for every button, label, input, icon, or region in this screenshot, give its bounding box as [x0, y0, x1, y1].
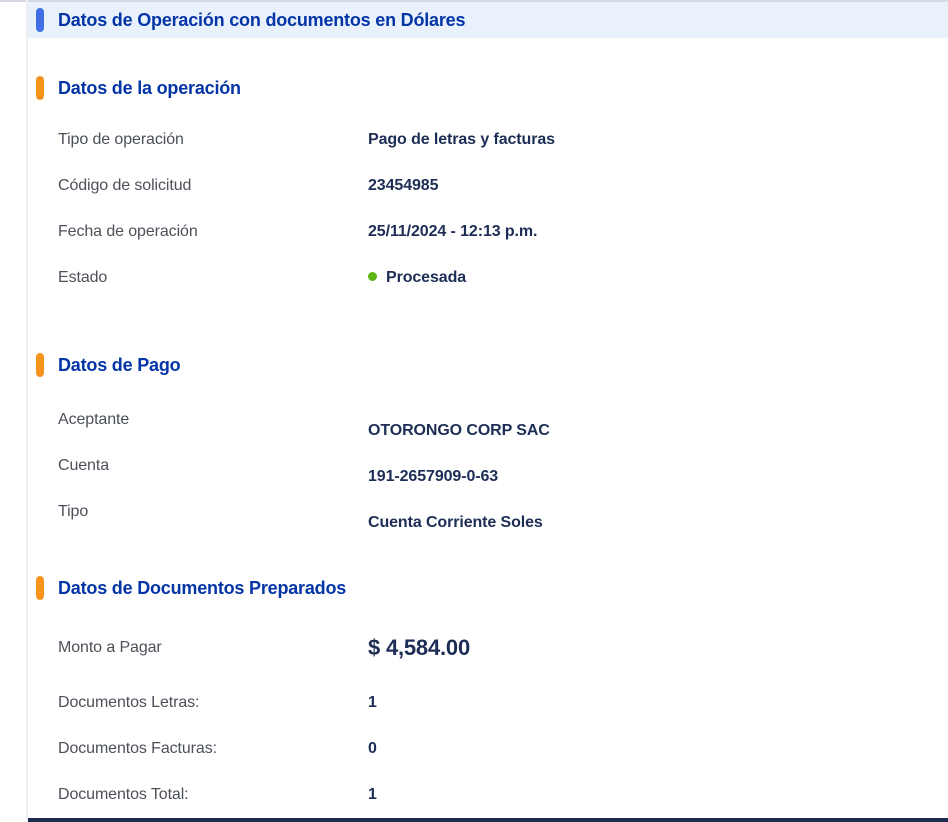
- section-pago-title: Datos de Pago: [58, 354, 181, 375]
- field-value: 0: [368, 740, 377, 757]
- field-value: Cuenta Corriente Soles: [368, 514, 543, 531]
- row-tipo-cuenta: Tipo Cuenta Corriente Soles: [28, 502, 948, 531]
- section-accent-bar-icon: [36, 76, 44, 100]
- field-value: OTORONGO CORP SAC: [368, 422, 550, 439]
- field-value: 1: [368, 786, 377, 803]
- row-documentos-facturas: Documentos Facturas: 0: [28, 739, 948, 758]
- field-value: 1: [368, 694, 377, 711]
- field-label: Estado: [58, 269, 108, 286]
- field-value: 191-2657909-0-63: [368, 468, 499, 485]
- row-cuenta: Cuenta 191-2657909-0-63: [28, 456, 948, 485]
- field-label: Código de solicitud: [58, 177, 192, 194]
- section-accent-bar-icon: [36, 576, 44, 600]
- header-accent-bar-icon: [36, 8, 44, 32]
- section-operacion-title: Datos de la operación: [58, 77, 241, 98]
- status-badge: Procesada: [368, 268, 466, 287]
- section-documentos-rows: Documentos Letras: 1 Documentos Facturas…: [28, 693, 948, 804]
- footer-bar-edge: [28, 818, 948, 822]
- row-documentos-letras: Documentos Letras: 1: [28, 693, 948, 712]
- field-label: Tipo: [58, 503, 89, 520]
- field-label: Fecha de operación: [58, 223, 198, 240]
- status-text: Procesada: [386, 269, 467, 286]
- page-top-divider: [0, 0, 948, 2]
- field-label: Cuenta: [58, 457, 109, 474]
- field-label: Aceptante: [58, 411, 130, 428]
- field-label: Documentos Total:: [58, 786, 189, 803]
- operation-detail-panel: Datos de Operación con documentos en Dól…: [28, 2, 948, 804]
- section-operacion-rows: Tipo de operación Pago de letras y factu…: [28, 130, 948, 287]
- row-aceptante: Aceptante OTORONGO CORP SAC: [28, 410, 948, 439]
- page-title: Datos de Operación con documentos en Dól…: [58, 9, 466, 30]
- field-value: 23454985: [368, 177, 439, 194]
- row-documentos-total: Documentos Total: 1: [28, 785, 948, 804]
- section-pago-header: Datos de Pago: [28, 353, 948, 377]
- row-monto-a-pagar: Monto a Pagar $ 4,584.00: [28, 634, 948, 662]
- field-label: Documentos Facturas:: [58, 740, 217, 757]
- page-header: Datos de Operación con documentos en Dól…: [28, 2, 948, 38]
- section-pago-rows: Aceptante OTORONGO CORP SAC Cuenta 191-2…: [28, 410, 948, 531]
- row-fecha-operacion: Fecha de operación 25/11/2024 - 12:13 p.…: [28, 222, 948, 241]
- field-label: Documentos Letras:: [58, 694, 200, 711]
- status-dot-icon: [368, 272, 377, 281]
- field-label: Tipo de operación: [58, 131, 184, 148]
- section-documentos-title: Datos de Documentos Preparados: [58, 577, 347, 598]
- section-operacion-header: Datos de la operación: [28, 76, 948, 100]
- row-tipo-operacion: Tipo de operación Pago de letras y factu…: [28, 130, 948, 149]
- field-value: 25/11/2024 - 12:13 p.m.: [368, 223, 538, 240]
- left-gutter-divider: [26, 0, 28, 822]
- section-documentos-header: Datos de Documentos Preparados: [28, 576, 948, 600]
- row-codigo-solicitud: Código de solicitud 23454985: [28, 176, 948, 195]
- amount-value: $ 4,584.00: [368, 635, 470, 660]
- field-value: Pago de letras y facturas: [368, 131, 555, 148]
- section-accent-bar-icon: [36, 353, 44, 377]
- row-estado: Estado Procesada: [28, 268, 948, 287]
- field-label: Monto a Pagar: [58, 639, 162, 656]
